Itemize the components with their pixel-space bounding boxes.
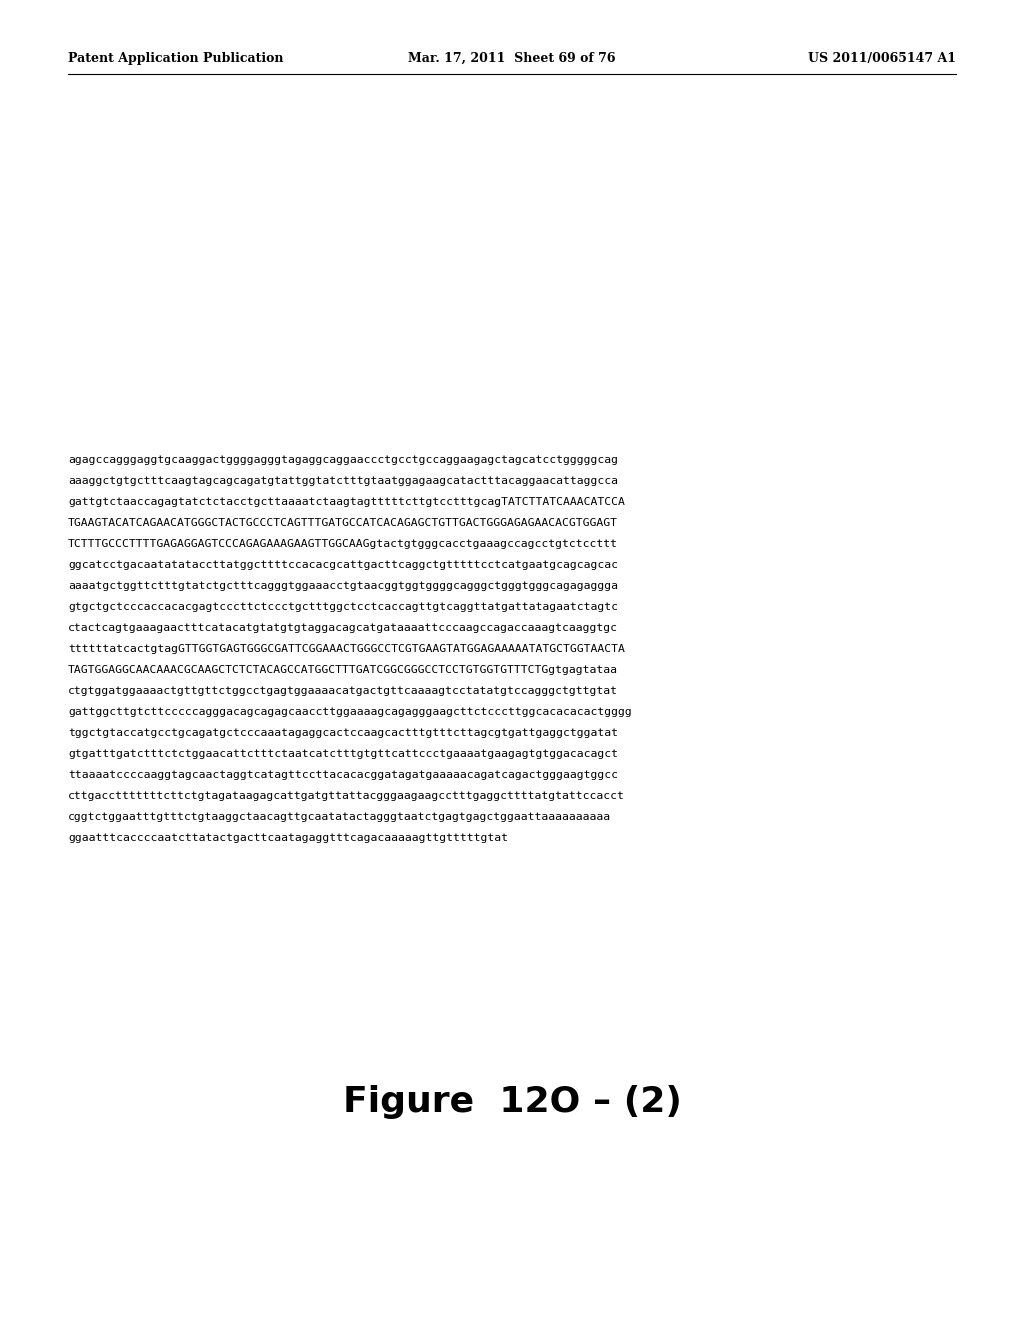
Text: aaaatgctggttctttgtatctgctttcagggtggaaacctgtaacggtggtggggcagggctgggtgggcagagaggga: aaaatgctggttctttgtatctgctttcagggtggaaacc… xyxy=(68,581,618,591)
Text: TGAAGTACATCAGAACATGGGCTACTGCCCTCAGTTTGATGCCATCACAGAGCTGTTGACTGGGAGAGAACACGTGGAGT: TGAAGTACATCAGAACATGGGCTACTGCCCTCAGTTTGAT… xyxy=(68,517,618,528)
Text: TAGTGGAGGCAACAAACGCAAGCTCTCTACAGCCATGGCTTTGATCGGCGGGCCTCCTGTGGTGTTTCTGgtgagtataa: TAGTGGAGGCAACAAACGCAAGCTCTCTACAGCCATGGCT… xyxy=(68,665,618,675)
Text: ggaatttcaccccaatcttatactgacttcaatagaggtttcagacaaaaagttgtttttgtat: ggaatttcaccccaatcttatactgacttcaatagaggtt… xyxy=(68,833,508,843)
Text: ttaaaatccccaaggtagcaactaggtcatagttccttacacacggatagatgaaaaacagatcagactgggaagtggcc: ttaaaatccccaaggtagcaactaggtcatagttccttac… xyxy=(68,770,618,780)
Text: ttttttatcactgtagGTTGGTGAGTGGGCGATTCGGAAACTGGGCCTCGTGAAGTATGGAGAAAAATATGCTGGTAACT: ttttttatcactgtagGTTGGTGAGTGGGCGATTCGGAAA… xyxy=(68,644,625,653)
Text: US 2011/0065147 A1: US 2011/0065147 A1 xyxy=(808,51,956,65)
Text: gattggcttgtcttcccccagggacagcagagcaaccttggaaaagcagagggaagcttctcccttggcacacacactgg: gattggcttgtcttcccccagggacagcagagcaaccttg… xyxy=(68,708,632,717)
Text: cttgacctttttttcttctgtagataagagcattgatgttattacgggaagaagcctttgaggcttttatgtattccacc: cttgacctttttttcttctgtagataagagcattgatgtt… xyxy=(68,791,625,801)
Text: aaaggctgtgctttcaagtagcagcagatgtattggtatctttgtaatggagaagcatactttacaggaacattaggcca: aaaggctgtgctttcaagtagcagcagatgtattggtatc… xyxy=(68,477,618,486)
Text: ctactcagtgaaagaactttcatacatgtatgtgtaggacagcatgataaaattcccaagccagaccaaagtcaaggtgc: ctactcagtgaaagaactttcatacatgtatgtgtaggac… xyxy=(68,623,618,634)
Text: gattgtctaaccagagtatctctacctgcttaaaatctaagtagtttttcttgtcctttgcagTATCTTATCAAACATCC: gattgtctaaccagagtatctctacctgcttaaaatctaa… xyxy=(68,498,625,507)
Text: ggcatcctgacaatatataccttatggcttttccacacgcattgacttcaggctgtttttcctcatgaatgcagcagcac: ggcatcctgacaatatataccttatggcttttccacacgc… xyxy=(68,560,618,570)
Text: Mar. 17, 2011  Sheet 69 of 76: Mar. 17, 2011 Sheet 69 of 76 xyxy=(409,51,615,65)
Text: gtgatttgatctttctctggaacattctttctaatcatctttgtgttcattccctgaaaatgaagagtgtggacacagct: gtgatttgatctttctctggaacattctttctaatcatct… xyxy=(68,748,618,759)
Text: gtgctgctcccaccacacgagtcccttctccctgctttggctcctcaccagttgtcaggttatgattatagaatctagtc: gtgctgctcccaccacacgagtcccttctccctgctttgg… xyxy=(68,602,618,612)
Text: tggctgtaccatgcctgcagatgctcccaaatagaggcactccaagcactttgtttcttagcgtgattgaggctggatat: tggctgtaccatgcctgcagatgctcccaaatagaggcac… xyxy=(68,729,618,738)
Text: Figure  12O – (2): Figure 12O – (2) xyxy=(343,1085,681,1119)
Text: cggtctggaatttgtttctgtaaggctaacagttgcaatatactagggtaatctgagtgagctggaattaaaaaaaaaa: cggtctggaatttgtttctgtaaggctaacagttgcaata… xyxy=(68,812,611,822)
Text: agagccagggaggtgcaaggactggggagggtagaggcaggaaccctgcctgccaggaagagctagcatcctgggggcag: agagccagggaggtgcaaggactggggagggtagaggcag… xyxy=(68,455,618,465)
Text: TCTTTGCCCTTTTGAGAGGAGTCCCAGAGAAAGAAGTTGGCAAGgtactgtgggcacctgaaagccagcctgtctccttt: TCTTTGCCCTTTTGAGAGGAGTCCCAGAGAAAGAAGTTGG… xyxy=(68,539,618,549)
Text: ctgtggatggaaaactgttgttctggcctgagtggaaaacatgactgttcaaaagtcctatatgtccagggctgttgtat: ctgtggatggaaaactgttgttctggcctgagtggaaaac… xyxy=(68,686,618,696)
Text: Patent Application Publication: Patent Application Publication xyxy=(68,51,284,65)
